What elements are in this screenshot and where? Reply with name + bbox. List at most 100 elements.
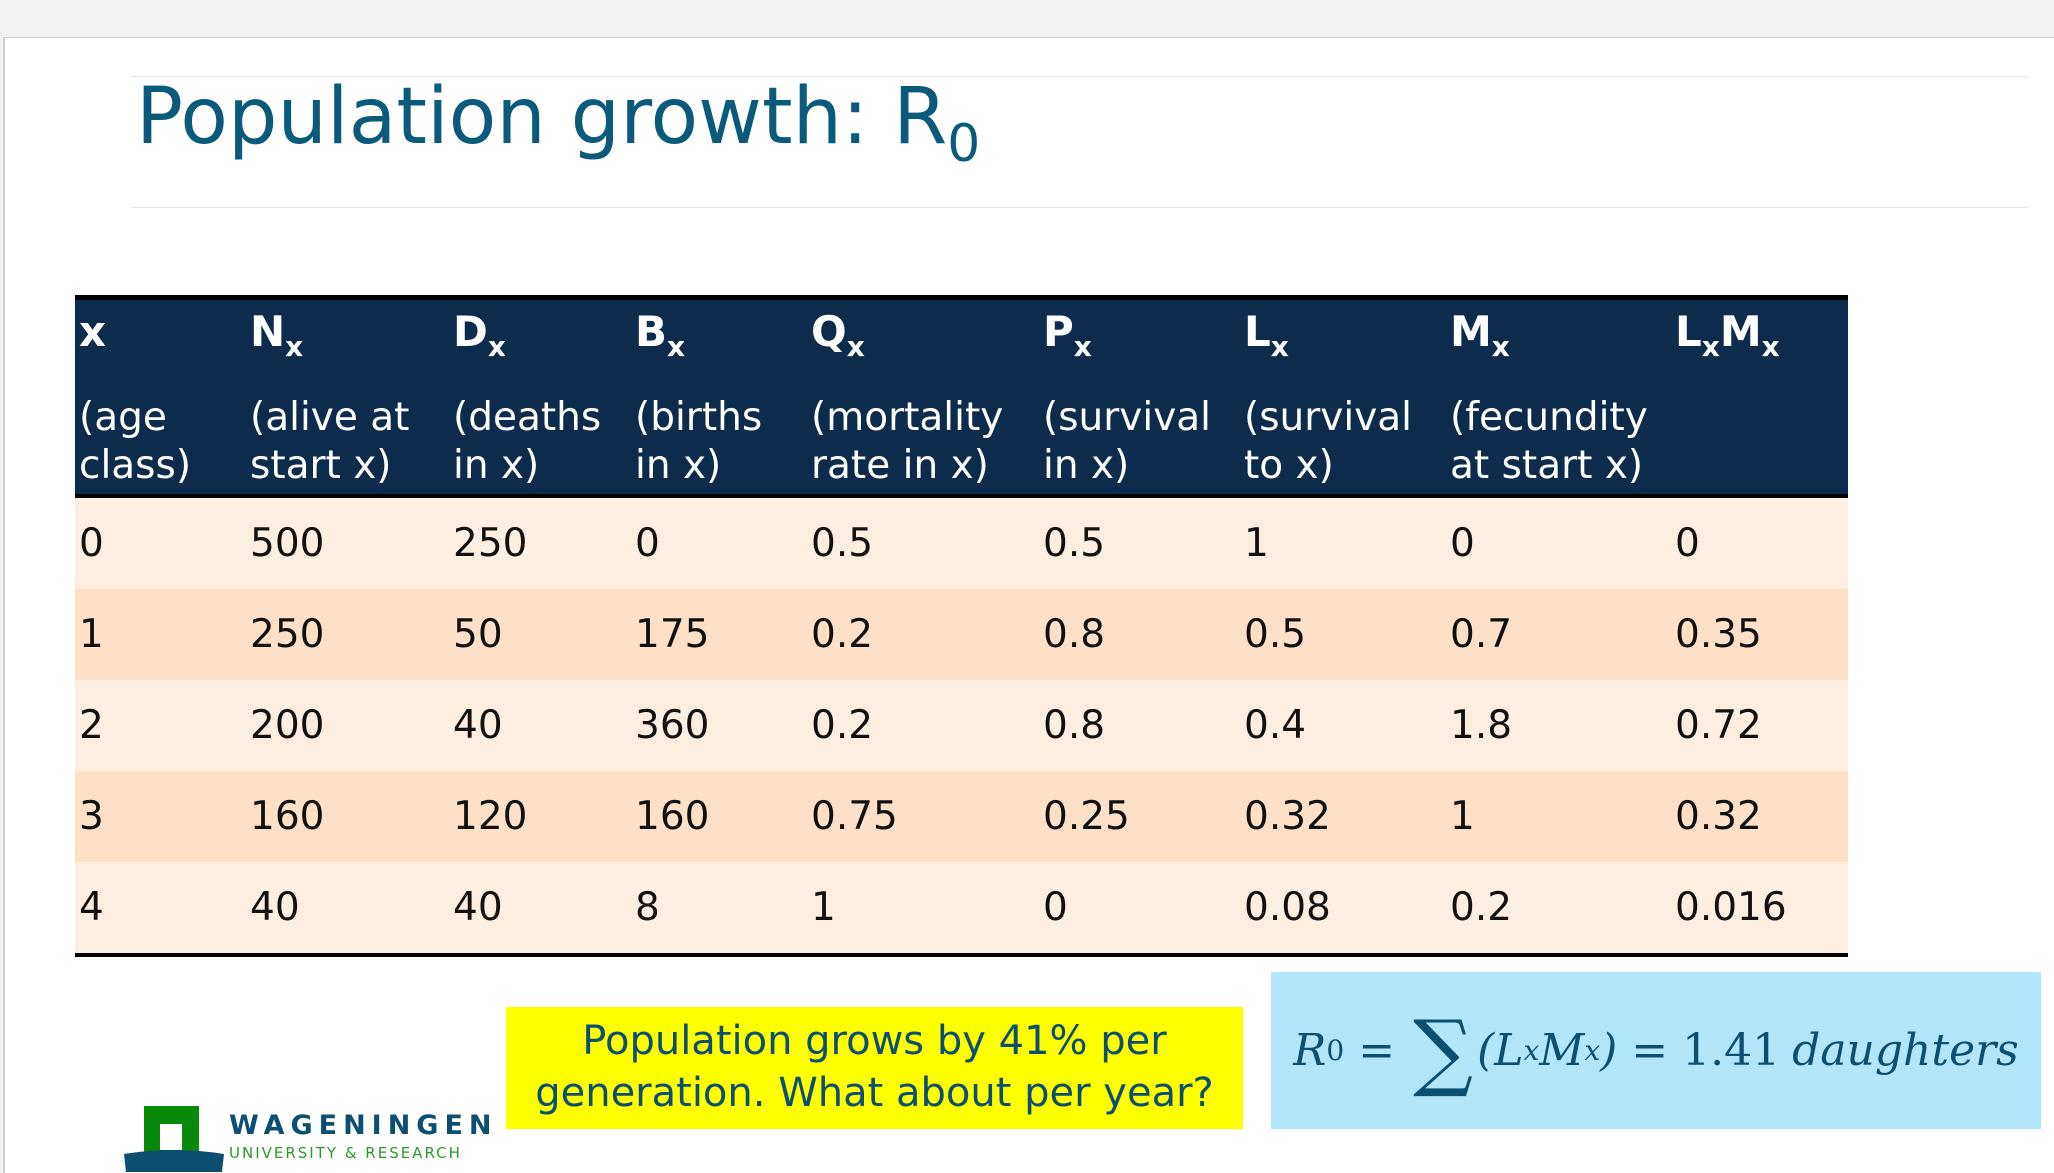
table-cell: 0.5 — [1244, 612, 1307, 657]
table-cell: 1.8 — [1450, 703, 1513, 748]
formula-value: 1.41 — [1682, 1025, 1781, 1076]
table-cell: 0 — [1043, 885, 1068, 930]
title-text: Population growth: R — [136, 72, 948, 162]
column-description: (survival to x) — [1244, 395, 1413, 488]
table-cell: 0.7 — [1450, 612, 1513, 657]
formula-l: (L — [1477, 1025, 1524, 1076]
title-top-rule — [131, 76, 2028, 77]
title-bottom-rule — [131, 207, 2028, 208]
table-cell: 3 — [79, 794, 104, 839]
table-cell: 175 — [635, 612, 710, 657]
table-cell: 160 — [250, 794, 325, 839]
logo-wordmark: WAGENINGEN — [229, 1110, 498, 1141]
table-cell: 0 — [635, 521, 660, 566]
table-cell: 160 — [635, 794, 710, 839]
column-header: Qx (mortality rate in x) — [807, 298, 1039, 497]
table-cell: 1 — [811, 885, 836, 930]
table-cell: 0.8 — [1043, 703, 1106, 748]
table-cell: 0.2 — [811, 612, 874, 657]
table-cell: 0.32 — [1675, 794, 1762, 839]
column-symbol: Lx — [1244, 307, 1289, 364]
wageningen-logo: WAGENINGEN UNIVERSITY & RESEARCH — [124, 1106, 492, 1172]
table-cell: 40 — [453, 885, 503, 930]
table-row: 1 250 50 175 0.2 0.8 0.5 0.7 0.35 — [75, 589, 1848, 680]
formula-m: M — [1539, 1025, 1585, 1076]
column-header: Px (survival in x) — [1039, 298, 1240, 497]
column-symbol: Px — [1043, 307, 1092, 364]
table-cell: 2 — [79, 703, 104, 748]
formula-eq2: = — [1631, 1025, 1669, 1076]
formula-unit: daughters — [1792, 1025, 2019, 1076]
column-symbol: Bx — [635, 307, 686, 364]
table-cell: 0.5 — [1043, 521, 1106, 566]
table-cell: 0.32 — [1244, 794, 1331, 839]
table-cell: 8 — [635, 885, 660, 930]
table-row: 4 40 40 8 1 0 0.08 0.2 0.016 — [75, 862, 1848, 955]
column-header: Lx (survival to x) — [1240, 298, 1446, 497]
column-description: (survival in x) — [1043, 395, 1212, 488]
table-cell: 0.75 — [811, 794, 898, 839]
column-symbol: Dx — [453, 307, 506, 364]
column-description: (births in x) — [635, 395, 763, 488]
table-cell: 40 — [250, 885, 300, 930]
formula-eq: = — [1358, 1025, 1396, 1076]
table-cell: 0.72 — [1675, 703, 1762, 748]
table-cell: 1 — [1244, 521, 1269, 566]
column-header: Dx (deaths in x) — [449, 298, 631, 497]
table-cell: 4 — [79, 885, 104, 930]
column-symbol: Mx — [1450, 307, 1510, 364]
column-description: (alive at start x) — [250, 395, 410, 488]
column-description: (fecundity at start x) — [1450, 395, 1648, 488]
table-cell: 50 — [453, 612, 503, 657]
logo-subtitle: UNIVERSITY & RESEARCH — [229, 1144, 462, 1162]
table-cell: 0.2 — [1450, 885, 1513, 930]
column-header: Mx (fecundity at start x) — [1446, 298, 1671, 497]
formula-x1: x — [1523, 1034, 1540, 1067]
table-cell: 0.08 — [1244, 885, 1331, 930]
table-cell: 0.2 — [811, 703, 874, 748]
life-table: x (age class) Nx (alive at start x) Dx (death… — [75, 295, 1848, 957]
formula-close: ) — [1600, 1025, 1618, 1076]
column-header: Bx (births in x) — [631, 298, 807, 497]
table-cell: 250 — [250, 612, 325, 657]
formula-x2: x — [1584, 1034, 1601, 1067]
title-subscript: 0 — [947, 114, 981, 174]
table-cell: 500 — [250, 521, 325, 566]
column-description — [1675, 394, 1848, 398]
table-cell: 0.016 — [1675, 885, 1787, 930]
column-symbol: Nx — [250, 307, 304, 364]
callout-line-1: Population grows by 41% per — [582, 1018, 1167, 1064]
table-cell: 1 — [79, 612, 104, 657]
table-cell: 0.8 — [1043, 612, 1106, 657]
table-cell: 120 — [453, 794, 528, 839]
table-cell: 0 — [1675, 521, 1700, 566]
slide-title: Population growth: R0 — [136, 72, 980, 174]
column-header: Nx (alive at start x) — [246, 298, 449, 497]
table-cell: 1 — [1450, 794, 1475, 839]
table-cell: 200 — [250, 703, 325, 748]
table-cell: 40 — [453, 703, 503, 748]
column-symbol: Qx — [811, 307, 865, 364]
table-row: 2 200 40 360 0.2 0.8 0.4 1.8 0.72 — [75, 680, 1848, 771]
column-symbol: LxMx — [1675, 307, 1780, 364]
table-cell: 0.35 — [1675, 612, 1762, 657]
table-cell: 0.5 — [811, 521, 874, 566]
column-header: x (age class) — [75, 298, 246, 497]
table-row: 3 160 120 160 0.75 0.25 0.32 1 0.32 — [75, 771, 1848, 862]
logo-mark-icon — [124, 1106, 224, 1172]
table-cell: 250 — [453, 521, 528, 566]
sigma-symbol: ∑ — [1413, 1001, 1474, 1100]
column-description: (deaths in x) — [453, 395, 602, 488]
table-row: 0 500 250 0 0.5 0.5 1 0 0 — [75, 496, 1848, 589]
table-cell: 360 — [635, 703, 710, 748]
table-cell: 0 — [79, 521, 104, 566]
table-cell: 0 — [1450, 521, 1475, 566]
table-cell: 0.4 — [1244, 703, 1307, 748]
table-header-row: x (age class) Nx (alive at start x) Dx (death… — [75, 297, 1848, 497]
column-description: (age class) — [79, 395, 192, 488]
callout-box: Population grows by 41% per generation. … — [506, 1007, 1243, 1129]
callout-line-2: generation. What about per year? — [535, 1070, 1214, 1116]
formula-r-sub: 0 — [1326, 1034, 1345, 1067]
column-header: LxMx — [1671, 298, 1848, 497]
